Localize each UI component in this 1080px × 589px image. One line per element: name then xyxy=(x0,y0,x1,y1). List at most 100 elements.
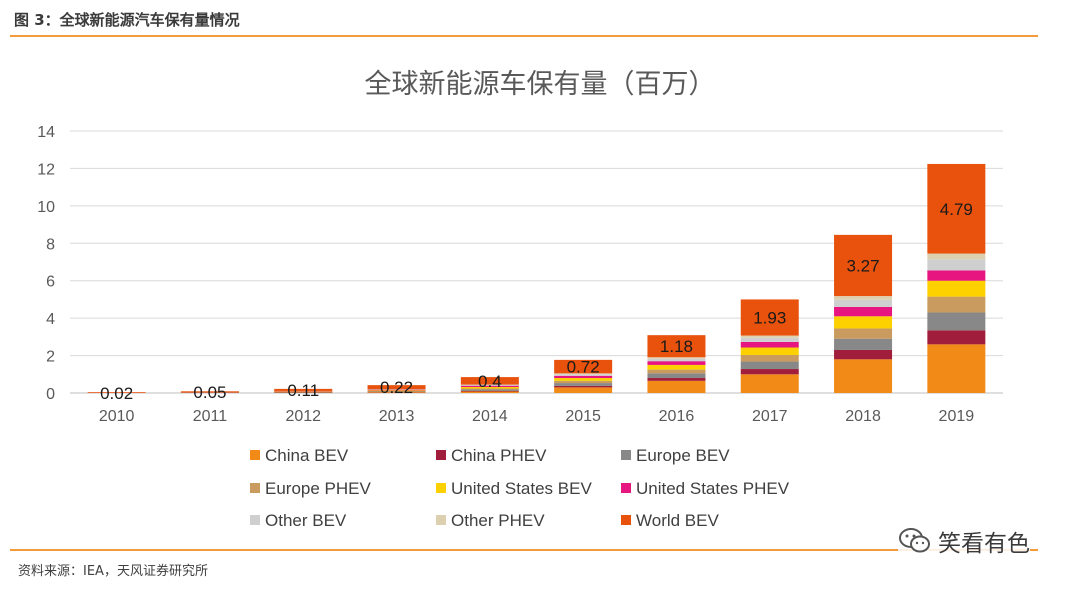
data-label: 0.02 xyxy=(100,384,133,403)
top-divider xyxy=(10,35,1038,37)
data-label: 3.27 xyxy=(847,256,880,275)
bar-segment xyxy=(927,312,986,331)
x-tick-label: 2011 xyxy=(193,408,228,425)
bar-segment xyxy=(554,373,613,375)
bar-segment xyxy=(647,378,706,381)
bar-segment xyxy=(927,280,986,297)
data-label: 1.93 xyxy=(753,308,786,327)
source-note: 资料来源：IEA，天风证券研究所 xyxy=(18,564,208,579)
bar-segment xyxy=(274,388,333,391)
bar-segment xyxy=(647,364,706,370)
bar-segment xyxy=(460,389,519,391)
x-tick-label: 2019 xyxy=(939,408,975,425)
bar-segment xyxy=(367,390,426,392)
x-tick-label: 2012 xyxy=(285,408,321,425)
bar-segment xyxy=(834,359,893,393)
bar-segment xyxy=(834,316,893,329)
x-tick-label: 2015 xyxy=(565,408,601,425)
watermark: 笑看有色 xyxy=(898,524,1030,558)
bar-segment xyxy=(647,380,706,393)
bar-segment xyxy=(740,374,799,393)
bar-segment xyxy=(927,296,986,313)
y-tick-label: 4 xyxy=(46,311,55,328)
y-tick-label: 14 xyxy=(37,124,55,141)
bar-segment xyxy=(460,388,519,390)
bar-segment xyxy=(367,392,426,393)
data-label: 0.4 xyxy=(478,372,502,391)
legend-swatch xyxy=(436,483,446,493)
data-label: 0.11 xyxy=(287,381,319,400)
bar-segment xyxy=(554,383,613,386)
bar-segment xyxy=(460,385,519,388)
bar-segment xyxy=(740,299,799,336)
bar-segment xyxy=(927,270,986,281)
x-tick-label: 2013 xyxy=(379,408,415,425)
legend-label: United States BEV xyxy=(451,479,592,498)
y-tick-label: 8 xyxy=(46,236,55,253)
bar-segment xyxy=(87,392,146,393)
legend-label: Other PHEV xyxy=(451,511,545,530)
y-tick-label: 2 xyxy=(46,349,55,366)
bar-segment xyxy=(834,306,893,317)
bar-segment xyxy=(554,374,613,376)
legend-label: Europe PHEV xyxy=(265,479,371,498)
bar-segment xyxy=(554,375,613,379)
legend-swatch xyxy=(250,515,260,525)
bar-segment xyxy=(834,299,893,307)
data-label: 4.79 xyxy=(940,200,973,219)
bar-segment xyxy=(740,337,799,342)
bar-segment xyxy=(740,341,799,348)
x-tick-label: 2014 xyxy=(472,408,508,425)
legend-label: United States PHEV xyxy=(636,479,790,498)
legend-swatch xyxy=(436,515,446,525)
bar-segment xyxy=(927,344,986,393)
bar-segment xyxy=(647,358,706,362)
bar-segment xyxy=(554,380,613,384)
x-tick-label: 2016 xyxy=(659,408,695,425)
bar-segment xyxy=(460,390,519,392)
bar-segment xyxy=(927,253,986,260)
y-tick-label: 6 xyxy=(46,274,55,291)
legend-label: China BEV xyxy=(265,446,349,465)
bar-segment xyxy=(927,259,986,271)
legend-swatch xyxy=(250,483,260,493)
legend-label: China PHEV xyxy=(451,446,547,465)
legend-label: Other BEV xyxy=(265,511,347,530)
data-label: 0.72 xyxy=(567,358,600,377)
bar-segment xyxy=(740,361,799,370)
bar-segment xyxy=(460,387,519,389)
legend-label: Europe BEV xyxy=(636,446,730,465)
bar-segment xyxy=(647,357,706,359)
bar-segment xyxy=(554,387,613,393)
bar-segment xyxy=(647,335,706,358)
bar-segment xyxy=(740,347,799,356)
data-label: 0.05 xyxy=(193,383,226,402)
bar-segment xyxy=(834,349,893,360)
bar-segment xyxy=(740,355,799,362)
bar-segment xyxy=(647,369,706,374)
y-tick-label: 12 xyxy=(37,161,55,178)
bar-segment xyxy=(180,391,239,393)
bar-segment xyxy=(927,330,986,345)
bar-segment xyxy=(554,378,613,381)
data-label: 1.18 xyxy=(660,337,693,356)
x-tick-label: 2018 xyxy=(845,408,881,425)
figure-caption: 图 3：全球新能源汽车保有量情况 xyxy=(14,11,240,29)
bar-segment xyxy=(554,385,613,388)
bar-segment xyxy=(647,361,706,365)
bar-segment xyxy=(460,377,519,385)
bar-segment xyxy=(554,359,613,374)
bar-segment xyxy=(927,163,986,254)
bar-segment xyxy=(460,384,519,386)
bottom-divider xyxy=(10,549,1038,551)
y-tick-label: 0 xyxy=(46,386,55,403)
watermark-text: 笑看有色 xyxy=(938,531,1030,557)
legend-swatch xyxy=(621,450,631,460)
legend-swatch xyxy=(436,450,446,460)
bar-segment xyxy=(367,385,426,390)
bar-segment xyxy=(647,373,706,379)
wechat-icon xyxy=(899,528,930,553)
legend-label: World BEV xyxy=(636,511,719,530)
legend-swatch xyxy=(621,483,631,493)
